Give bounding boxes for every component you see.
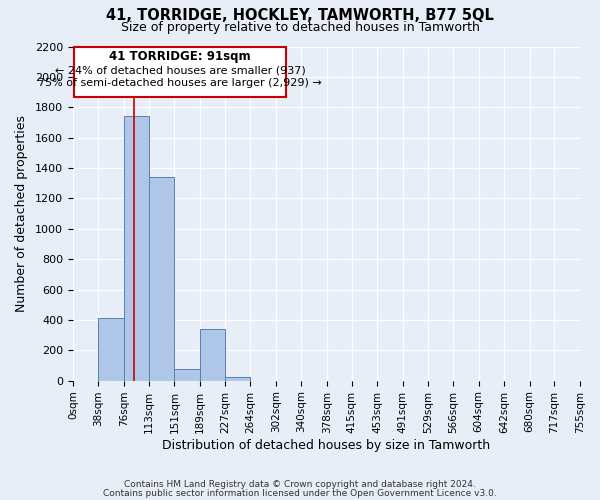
- X-axis label: Distribution of detached houses by size in Tamworth: Distribution of detached houses by size …: [163, 440, 491, 452]
- Y-axis label: Number of detached properties: Number of detached properties: [15, 115, 28, 312]
- Text: ← 24% of detached houses are smaller (937): ← 24% of detached houses are smaller (93…: [55, 66, 305, 76]
- Text: Size of property relative to detached houses in Tamworth: Size of property relative to detached ho…: [121, 21, 479, 34]
- Bar: [149, 177, 175, 380]
- Bar: [124, 116, 149, 380]
- Bar: [175, 368, 200, 380]
- Bar: [200, 329, 226, 380]
- FancyBboxPatch shape: [74, 48, 286, 96]
- Bar: [226, 377, 250, 380]
- Text: Contains HM Land Registry data © Crown copyright and database right 2024.: Contains HM Land Registry data © Crown c…: [124, 480, 476, 489]
- Text: 41 TORRIDGE: 91sqm: 41 TORRIDGE: 91sqm: [109, 50, 251, 63]
- Text: Contains public sector information licensed under the Open Government Licence v3: Contains public sector information licen…: [103, 489, 497, 498]
- Text: 75% of semi-detached houses are larger (2,929) →: 75% of semi-detached houses are larger (…: [38, 78, 322, 88]
- Bar: [98, 318, 124, 380]
- Text: 41, TORRIDGE, HOCKLEY, TAMWORTH, B77 5QL: 41, TORRIDGE, HOCKLEY, TAMWORTH, B77 5QL: [106, 8, 494, 22]
